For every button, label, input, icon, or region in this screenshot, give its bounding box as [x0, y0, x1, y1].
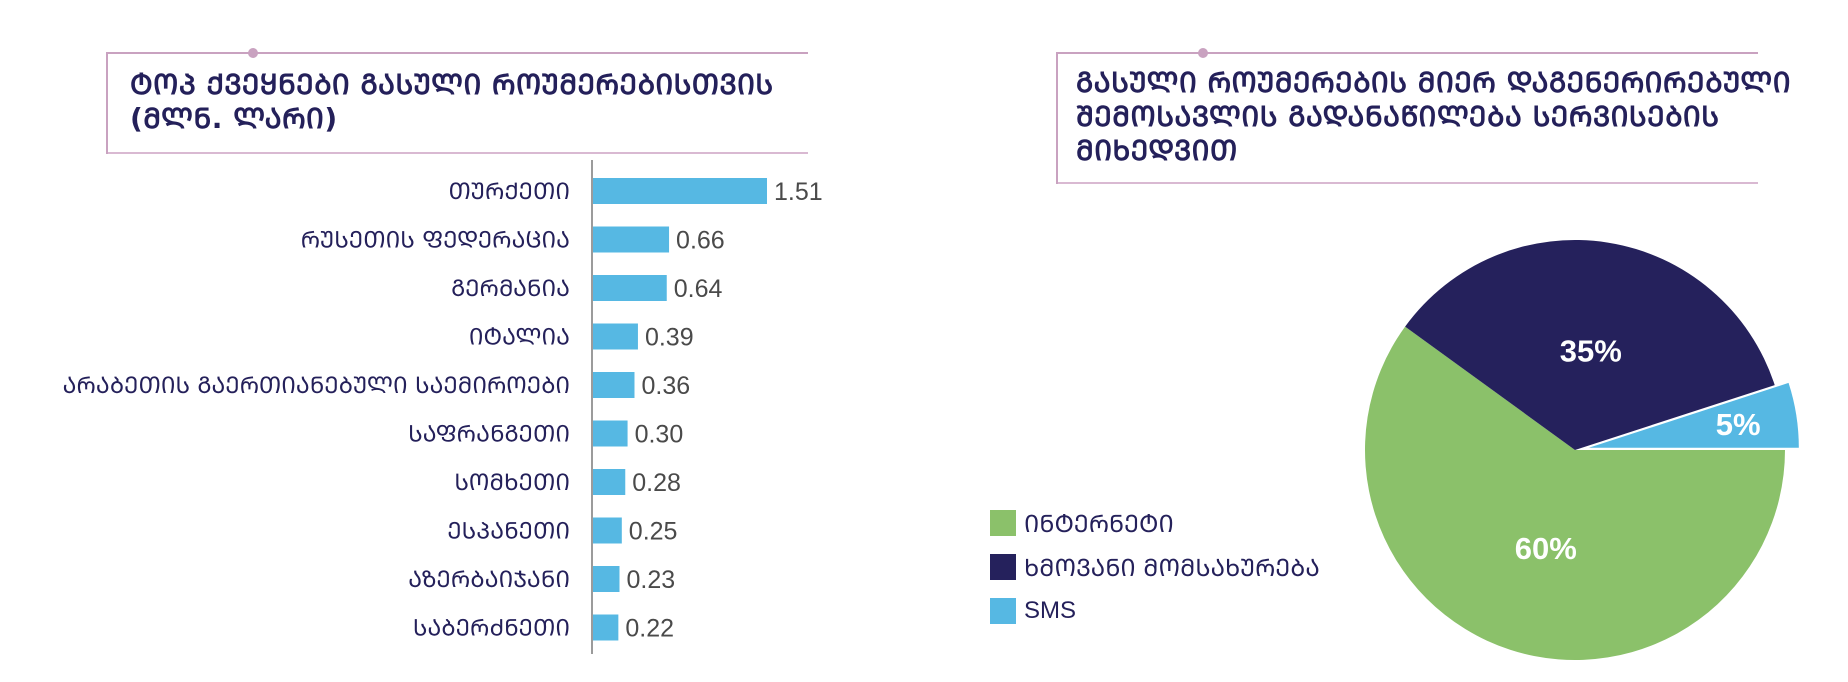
legend-label: ᲮᲛᲝᲕᲐᲜᲘ ᲛᲝᲛᲡᲐᲮᲣᲠᲔᲑᲐ: [1024, 553, 1320, 582]
category-label: ᲐᲖᲔᲠᲑᲐᲘᲯᲐᲜᲘ: [408, 567, 570, 593]
data-label: 0.30: [635, 421, 684, 449]
category-label: ᲐᲠᲐᲑᲔᲗᲘᲡ ᲒᲐᲔᲠᲗᲘᲐᲜᲔᲑᲣᲚᲘ ᲡᲐᲔᲛᲘᲠᲝᲔᲑᲘ: [63, 373, 570, 399]
category-label: ᲗᲣᲠᲥᲔᲗᲘ: [449, 179, 571, 205]
legend-item-voice: ᲮᲛᲝᲕᲐᲜᲘ ᲛᲝᲛᲡᲐᲮᲣᲠᲔᲑᲐ: [990, 548, 1320, 586]
title-frame: [1056, 48, 1758, 184]
category-label: ᲡᲐᲤᲠᲐᲜᲒᲔᲗᲘ: [408, 422, 570, 448]
category-label: ᲡᲝᲛᲮᲔᲗᲘ: [454, 470, 570, 496]
top-countries-chart: ᲢᲝᲞ ᲥᲕᲔᲧᲜᲔᲑᲘ ᲒᲐᲡᲣᲚᲘ ᲠᲝᲣᲛᲔᲠᲔᲑᲘᲡᲗᲕᲘᲡ (ᲛᲚᲜ.…: [0, 0, 920, 682]
data-label: 0.22: [625, 615, 674, 643]
title-underline: [108, 152, 808, 154]
slice-label: 60%: [1515, 531, 1577, 566]
bar: [593, 614, 619, 641]
bar: [593, 275, 667, 301]
title-frame-dot: [248, 48, 258, 58]
category-label: ᲔᲡᲞᲐᲜᲔᲗᲘ: [447, 519, 570, 545]
bar-chart-title-line-2: (ᲛᲚᲜ. ᲚᲐᲠᲘ): [130, 102, 338, 135]
legend-label: SMS: [1024, 597, 1077, 624]
slice-label: 5%: [1716, 407, 1761, 442]
data-label: 1.51: [774, 178, 823, 206]
bar: [593, 323, 638, 350]
bar: [593, 420, 628, 447]
bar: [593, 372, 635, 398]
legend-swatch: [990, 554, 1016, 580]
data-label: 0.25: [629, 518, 678, 546]
pie-chart-title-line-2: ᲨᲔᲛᲝᲡᲐᲕᲚᲘᲡ ᲒᲐᲓᲐᲜᲐᲬᲘᲚᲔᲑᲐ ᲡᲔᲠᲕᲘᲡᲔᲑᲘᲡ: [1076, 100, 1720, 133]
pie-chart-title-line-3: ᲛᲘᲮᲔᲓᲕᲘᲗ: [1076, 134, 1238, 167]
pie-chart-title-line-1: ᲒᲐᲡᲣᲚᲘ ᲠᲝᲣᲛᲔᲠᲔᲑᲘᲡ ᲛᲘᲔᲠ ᲓᲐᲒᲔᲜᲔᲠᲘᲠᲔᲑᲣᲚᲘ: [1076, 66, 1792, 99]
bar: [593, 517, 622, 544]
bar-chart-plot: ᲗᲣᲠᲥᲔᲗᲘ 1.51 ᲠᲣᲡᲔᲗᲘᲡ ᲤᲔᲓᲔᲠᲐᲪᲘᲐ 0.66 ᲒᲔᲠᲛᲐᲜᲘᲐ…: [63, 160, 823, 654]
legend-label: ᲘᲜᲢᲔᲠᲜᲔᲢᲘ: [1024, 509, 1174, 538]
bar: [593, 469, 626, 495]
data-label: 0.28: [632, 469, 681, 497]
bar-chart-title-line-1: ᲢᲝᲞ ᲥᲕᲔᲧᲜᲔᲑᲘ ᲒᲐᲡᲣᲚᲘ ᲠᲝᲣᲛᲔᲠᲔᲑᲘᲡᲗᲕᲘᲡ: [130, 68, 774, 101]
data-label: 0.36: [641, 372, 690, 400]
bar: [593, 178, 767, 204]
title-frame: [106, 48, 808, 154]
slice-label: 35%: [1560, 333, 1622, 368]
pie-legend: ᲘᲜᲢᲔᲠᲜᲔᲢᲘ ᲮᲛᲝᲕᲐᲜᲘ ᲛᲝᲛᲡᲐᲮᲣᲠᲔᲑᲐ SMS: [990, 504, 1320, 636]
service-share-chart: ᲒᲐᲡᲣᲚᲘ ᲠᲝᲣᲛᲔᲠᲔᲑᲘᲡ ᲛᲘᲔᲠ ᲓᲐᲒᲔᲜᲔᲠᲘᲠᲔᲑᲣᲚᲘ ᲨᲔ…: [920, 0, 1848, 682]
category-label: ᲘᲢᲐᲚᲘᲐ: [469, 325, 570, 351]
title-frame-dot: [1198, 48, 1208, 58]
bar: [593, 226, 670, 253]
pie-slice: [1365, 326, 1785, 661]
data-label: 0.66: [676, 227, 725, 255]
title-underline: [1058, 182, 1758, 184]
bar: [593, 566, 620, 592]
legend-item-internet: ᲘᲜᲢᲔᲠᲜᲔᲢᲘ: [990, 504, 1320, 542]
bar-chart-title: ᲢᲝᲞ ᲥᲕᲔᲧᲜᲔᲑᲘ ᲒᲐᲡᲣᲚᲘ ᲠᲝᲣᲛᲔᲠᲔᲑᲘᲡᲗᲕᲘᲡ (ᲛᲚᲜ.…: [130, 68, 830, 136]
data-label: 0.39: [645, 324, 694, 352]
category-label: ᲒᲔᲠᲛᲐᲜᲘᲐ: [451, 276, 570, 302]
pie-slice: [1405, 240, 1775, 450]
pie-chart-plot: 60% 35% 5%: [1365, 240, 1799, 661]
legend-swatch: [990, 598, 1016, 624]
data-label: 0.64: [674, 275, 723, 303]
pie-chart-title: ᲒᲐᲡᲣᲚᲘ ᲠᲝᲣᲛᲔᲠᲔᲑᲘᲡ ᲛᲘᲔᲠ ᲓᲐᲒᲔᲜᲔᲠᲘᲠᲔᲑᲣᲚᲘ ᲨᲔ…: [1076, 66, 1836, 168]
legend-item-sms: SMS: [990, 592, 1320, 630]
pie-slice: [1588, 382, 1799, 448]
category-label: ᲡᲐᲑᲔᲠᲫᲜᲔᲗᲘ: [413, 616, 570, 642]
data-label: 0.23: [627, 566, 676, 594]
category-label: ᲠᲣᲡᲔᲗᲘᲡ ᲤᲔᲓᲔᲠᲐᲪᲘᲐ: [301, 228, 570, 254]
legend-swatch: [990, 510, 1016, 536]
